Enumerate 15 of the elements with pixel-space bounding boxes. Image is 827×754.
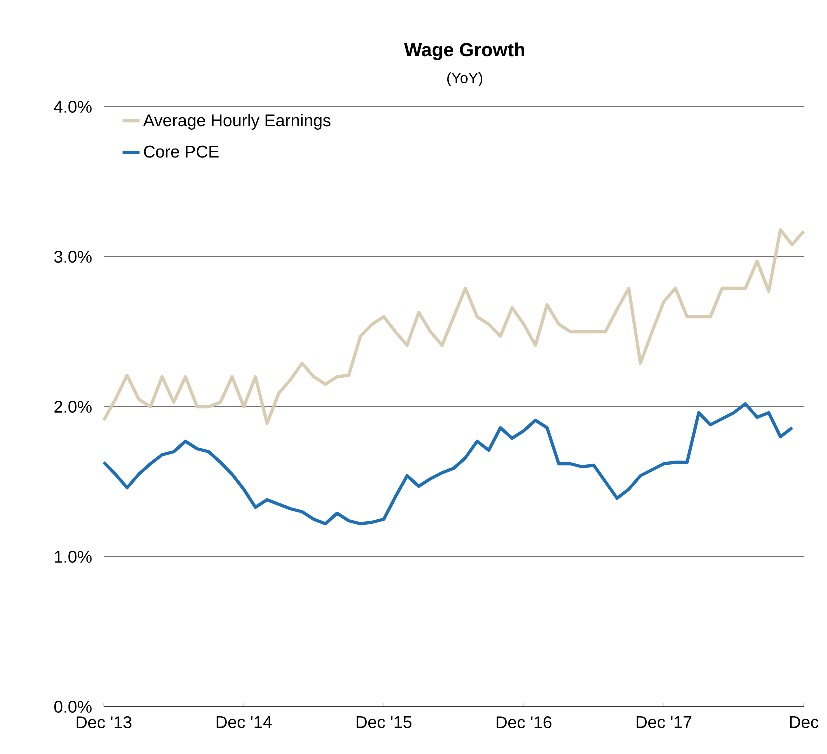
x-tick-label: Dec bbox=[790, 716, 819, 728]
y-tick-label: 0.0% bbox=[54, 701, 92, 713]
x-tick-label: Dec '17 bbox=[636, 716, 692, 728]
y-tick-label: 2.0% bbox=[54, 401, 92, 413]
x-tick-label: Dec '13 bbox=[76, 716, 132, 729]
y-tick-label: 4.0% bbox=[54, 101, 92, 113]
x-tick-label: Dec '15 bbox=[356, 716, 412, 728]
chart-subtitle: (YoY) bbox=[448, 72, 482, 86]
legend-label: Core PCE bbox=[144, 146, 219, 158]
x-tick-label: Dec '14 bbox=[216, 716, 272, 728]
legend-label: Average Hourly Earnings bbox=[143, 114, 331, 130]
y-tick-label: 3.0% bbox=[54, 251, 92, 263]
chart-title: Wage Growth bbox=[404, 42, 524, 60]
y-tick-label: 1.0% bbox=[55, 551, 92, 563]
x-tick-label: Dec '16 bbox=[496, 716, 552, 729]
